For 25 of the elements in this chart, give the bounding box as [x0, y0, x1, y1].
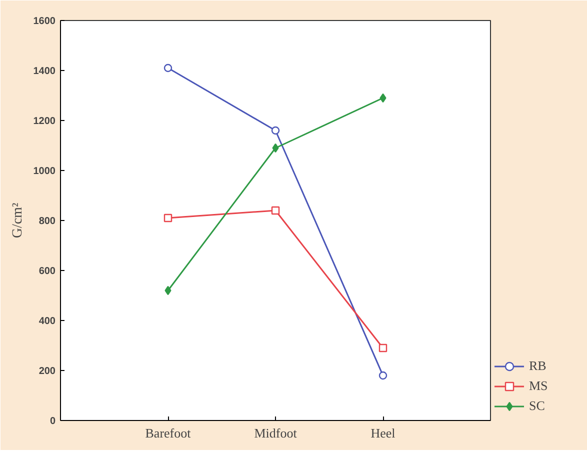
y-tick-label: 400 — [38, 316, 56, 327]
y-tick-label: 800 — [38, 216, 56, 227]
legend-label: RB — [529, 358, 548, 374]
y-tick-label: 0 — [50, 416, 56, 427]
point — [378, 371, 388, 380]
point — [164, 286, 172, 296]
y-tick-label: 1000 — [33, 166, 56, 177]
point — [272, 143, 279, 153]
y-tick-label: 200 — [38, 366, 56, 377]
x-tick-label: Midfoot — [254, 426, 298, 440]
point — [164, 64, 172, 72]
y-tick-label: 600 — [38, 266, 56, 277]
y-tick-label: 1600 — [33, 16, 56, 27]
point — [378, 344, 388, 352]
point — [380, 93, 386, 103]
point — [164, 214, 172, 222]
point — [271, 126, 280, 135]
legend-label: SC — [529, 398, 546, 414]
x-tick-label: Heel — [370, 426, 396, 440]
y-tick-label: 1200 — [33, 116, 56, 127]
y-tick-label: 1400 — [33, 66, 56, 77]
x-tick-label: Barefoot — [145, 426, 192, 440]
y-axis-title: G/cm² — [10, 202, 26, 238]
point — [271, 206, 280, 215]
legend-label: MS — [529, 378, 549, 394]
